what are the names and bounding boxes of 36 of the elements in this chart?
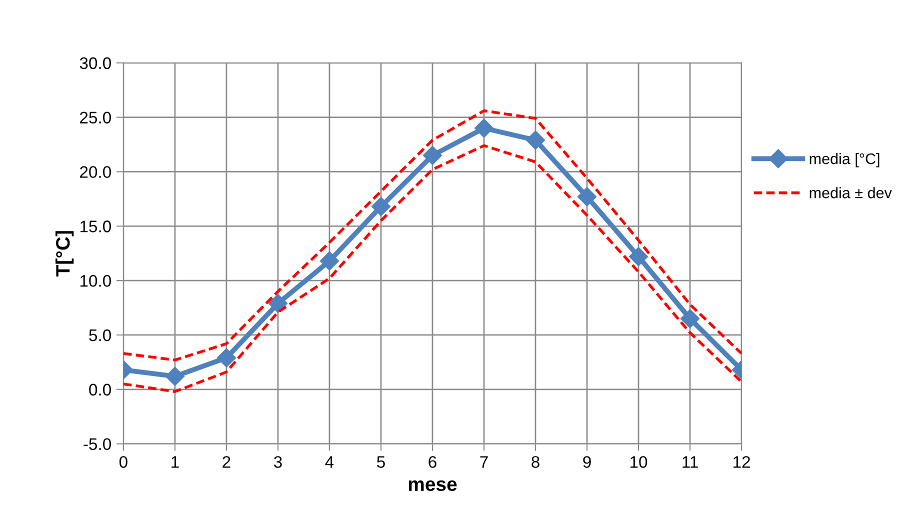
y-tick-label: 0.0 bbox=[89, 384, 111, 396]
x-tick-label: 12 bbox=[734, 456, 750, 468]
x-tick-label: 8 bbox=[532, 456, 540, 468]
x-axis-title: mese bbox=[408, 480, 457, 492]
y-tick-label: 10.0 bbox=[80, 274, 111, 287]
point bbox=[268, 294, 288, 313]
y-tick-label: 15.0 bbox=[80, 220, 111, 232]
x-tick-label: 6 bbox=[428, 456, 436, 468]
x-tick-label: 10 bbox=[630, 456, 648, 468]
point bbox=[165, 366, 184, 386]
point bbox=[371, 197, 391, 216]
point bbox=[526, 130, 546, 150]
x-tick-label: 3 bbox=[274, 456, 282, 468]
point bbox=[320, 251, 339, 271]
x-tick-label: 1 bbox=[172, 456, 179, 468]
y-tick-label: 25.0 bbox=[80, 112, 111, 124]
point bbox=[680, 309, 700, 328]
x-tick-label: 0 bbox=[119, 456, 128, 468]
point bbox=[422, 146, 442, 165]
y-axis-title: T[°C] bbox=[56, 231, 74, 276]
y-tick-label: 5.0 bbox=[89, 329, 111, 342]
x-tick-label: 2 bbox=[222, 456, 230, 468]
point bbox=[216, 348, 236, 368]
x-tick-label: 5 bbox=[377, 456, 385, 468]
x-tick-label: 9 bbox=[583, 456, 591, 468]
point bbox=[628, 247, 648, 266]
legend-label: media ± dev bbox=[810, 187, 892, 198]
y-tick-label: 20.0 bbox=[80, 166, 111, 178]
point bbox=[474, 118, 494, 138]
point bbox=[577, 187, 597, 206]
x-tick-label: 7 bbox=[480, 456, 488, 468]
legend-label: media [°C] bbox=[810, 152, 880, 168]
x-tick-label: 11 bbox=[682, 456, 698, 468]
y-tick-label: -5.0 bbox=[84, 438, 111, 450]
x-tick-label: 4 bbox=[325, 456, 334, 468]
y-tick-label: 30.0 bbox=[80, 57, 111, 70]
